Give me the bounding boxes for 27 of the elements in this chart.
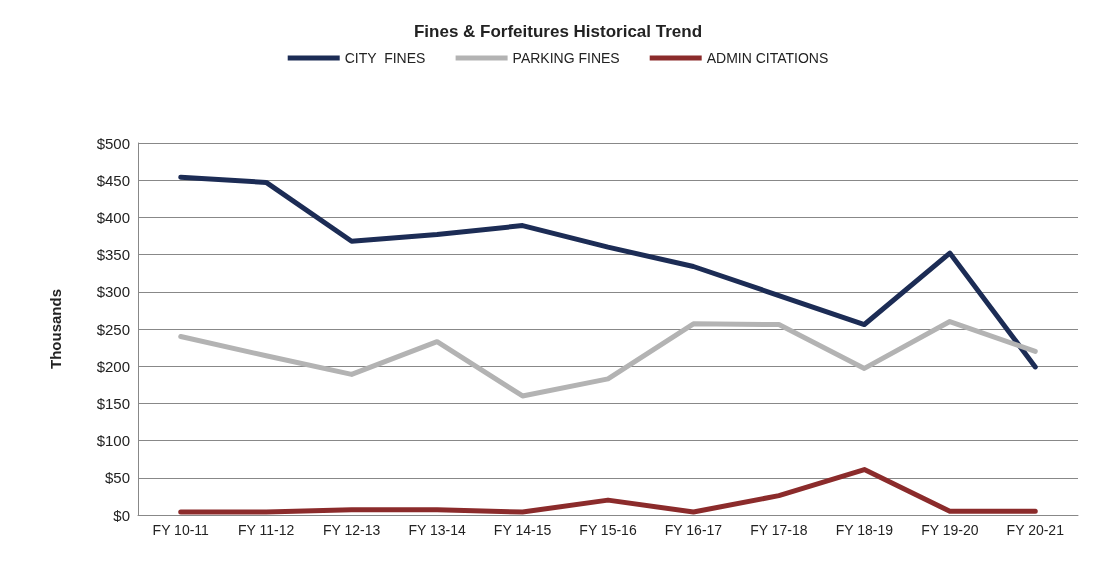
legend-label: PARKING FINES: [512, 50, 620, 66]
y-tick-label: $500: [96, 134, 130, 152]
y-tick-label: $150: [96, 394, 130, 412]
x-tick-label: FY 13-14: [408, 522, 466, 538]
x-tick-label: FY 14-15: [493, 522, 552, 538]
x-tick-label: FY 16-17: [664, 522, 723, 538]
y-tick-label: $450: [96, 171, 130, 189]
x-tick-label: FY 15-16: [579, 522, 637, 538]
chart-title: Fines & Forfeitures Historical Trend: [413, 22, 703, 41]
x-tick-label: FY 19-20: [921, 522, 979, 538]
y-tick-label: $250: [96, 320, 130, 338]
x-tick-label: FY 10-11: [152, 522, 210, 538]
legend-label: ADMIN CITATIONS: [706, 50, 829, 66]
x-tick-label: FY 11-12: [238, 522, 295, 538]
x-tick-label: FY 18-19: [835, 522, 894, 538]
y-tick-label: $50: [104, 469, 130, 487]
y-tick-label: $300: [96, 283, 130, 301]
y-axis-title: Thousands: [47, 288, 64, 370]
x-tick-label: FY 17-18: [750, 522, 808, 538]
x-tick-label: FY 20-21: [1006, 522, 1065, 538]
y-tick-label: $400: [96, 208, 130, 226]
y-tick-label: $200: [96, 357, 130, 375]
y-tick-label: $350: [96, 246, 130, 264]
y-tick-label: $0: [113, 506, 130, 524]
legend-label: CITY FINES: [344, 50, 426, 66]
x-tick-label: FY 12-13: [322, 522, 381, 538]
y-tick-label: $100: [96, 432, 130, 450]
